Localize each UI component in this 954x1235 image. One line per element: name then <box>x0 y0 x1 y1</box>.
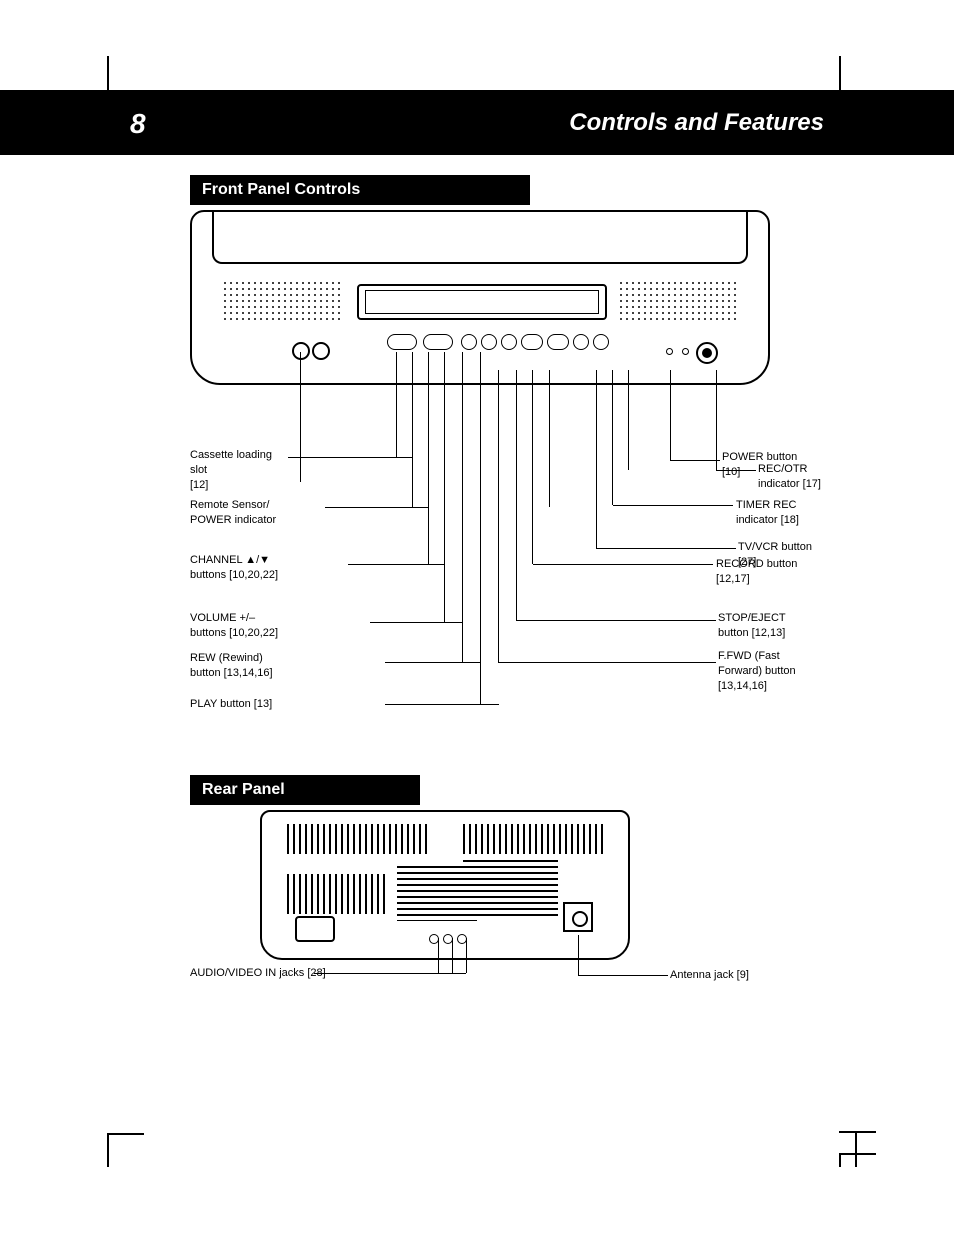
lead-line <box>670 460 720 461</box>
lead-line <box>716 370 717 470</box>
lead-line <box>613 505 733 506</box>
lead-line <box>370 622 463 623</box>
volume-buttons <box>423 334 453 350</box>
lead-line <box>288 457 413 458</box>
label-channel: CHANNEL ▲/▼ buttons [10,20,22] <box>190 553 345 583</box>
antenna-jack-icon <box>563 902 593 932</box>
lead-line <box>466 938 467 973</box>
record-button-icon <box>547 334 569 350</box>
front-control-strip <box>387 332 647 352</box>
vent-icon <box>463 860 558 920</box>
page-title: Controls and Features <box>569 109 824 137</box>
tv-vcr-button-icon <box>573 334 589 350</box>
power-indicator <box>312 342 330 360</box>
lead-line <box>428 352 429 564</box>
lead-line <box>670 370 671 460</box>
lead-line <box>412 352 413 507</box>
lead-line <box>462 352 463 662</box>
vent-icon <box>287 874 387 914</box>
vent-icon <box>287 824 427 854</box>
lead-line <box>533 564 713 565</box>
lead-line <box>516 620 716 621</box>
lead-line <box>596 548 736 549</box>
lead-line <box>480 352 481 704</box>
label-cassette-slot: Cassette loading slot [12] <box>190 448 285 493</box>
lead-line <box>348 564 445 565</box>
lead-line <box>628 370 629 470</box>
label-remote-sensor: Remote Sensor/ POWER indicator <box>190 498 320 528</box>
section-front-heading: Front Panel Controls <box>190 175 530 205</box>
vent-icon <box>463 824 603 854</box>
timer-rec-indicator <box>666 348 673 355</box>
label-volume: VOLUME +/– buttons [10,20,22] <box>190 611 365 641</box>
section-rear-heading: Rear Panel <box>190 775 420 805</box>
lead-line <box>578 935 579 975</box>
power-button-icon <box>696 342 718 364</box>
speaker-right <box>618 280 738 320</box>
lead-line <box>444 352 445 622</box>
lead-line <box>532 370 533 564</box>
lead-line <box>498 370 499 662</box>
crop-mark <box>839 1155 841 1167</box>
crop-mark <box>107 56 109 90</box>
crop-mark <box>839 56 841 90</box>
lead-line <box>578 975 668 976</box>
lead-line <box>396 352 397 457</box>
label-antenna-jack: Antenna jack [9] <box>670 968 790 983</box>
lead-line <box>498 662 716 663</box>
extra-button-icon <box>593 334 609 350</box>
lead-line <box>612 370 613 505</box>
remote-sensor <box>292 342 310 360</box>
label-timer-rec: TIMER REC indicator [18] <box>736 498 856 528</box>
lead-line <box>452 938 453 973</box>
lead-line <box>385 662 481 663</box>
label-stop-eject: STOP/EJECT button [12,13] <box>718 611 858 641</box>
crop-mark <box>839 1131 876 1133</box>
lead-line <box>300 352 301 482</box>
crop-mark <box>839 1153 876 1155</box>
lead-line <box>516 370 517 620</box>
label-ffwd: F.FWD (Fast Forward) button [13,14,16] <box>718 649 858 694</box>
cassette-slot <box>357 284 607 320</box>
play-button-icon <box>481 334 497 350</box>
lead-line <box>596 370 597 548</box>
label-record: RECORD button [12,17] <box>716 557 856 587</box>
lead-line <box>549 370 550 507</box>
channel-buttons <box>387 334 417 350</box>
screen-bezel <box>212 212 748 264</box>
power-inlet-icon <box>295 916 335 942</box>
page-number: 8 <box>130 108 146 140</box>
rear-panel-diagram <box>260 810 630 960</box>
label-rewind: REW (Rewind) button [13,14,16] <box>190 651 380 681</box>
label-play: PLAY button [13] <box>190 697 380 712</box>
rew-button-icon <box>461 334 477 350</box>
lead-line <box>438 938 439 973</box>
label-rec-otr: REC/OTR indicator [17] <box>758 462 878 492</box>
lead-line <box>325 507 429 508</box>
stop-eject-button-icon <box>521 334 543 350</box>
page-header: 8 Controls and Features <box>0 90 954 155</box>
av-jacks-icon <box>429 934 467 944</box>
crop-mark <box>107 1133 144 1135</box>
lead-line <box>385 704 499 705</box>
label-av-jacks: AUDIO/VIDEO IN jacks [28] <box>190 966 390 981</box>
crop-mark <box>107 1133 109 1167</box>
crop-mark <box>855 1133 857 1167</box>
ffwd-button-icon <box>501 334 517 350</box>
speaker-left <box>222 280 342 320</box>
rec-otr-indicator <box>682 348 689 355</box>
